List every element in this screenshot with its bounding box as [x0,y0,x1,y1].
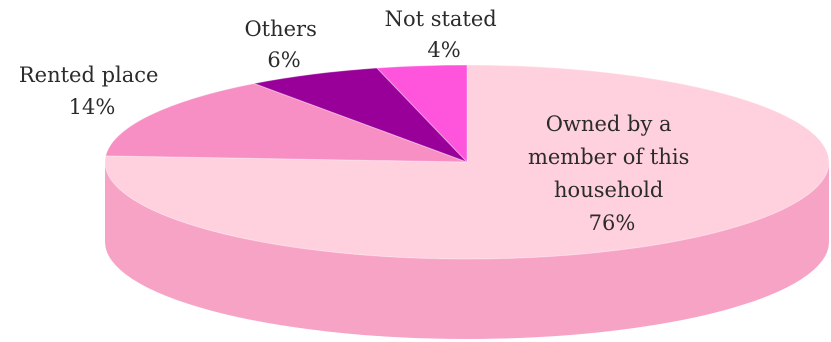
label-rented-value: 14% [69,95,116,119]
label-owned-line3: household [554,178,663,202]
label-others-value: 6% [267,48,300,72]
pie-slice-2 [252,67,468,163]
label-not-stated: Not stated 4% [385,7,504,62]
pie-slice-0 [104,64,830,260]
label-others: Others 6% [244,17,323,72]
label-owned: Owned by a member of this household 76% [528,112,696,235]
label-others-line1: Others [244,17,316,41]
pie-slice-1 [105,83,468,163]
label-owned-line1: Owned by a [546,112,672,136]
label-not-stated-value: 4% [427,38,460,62]
pie-side-0 [105,162,829,339]
label-rented: Rented place 14% [19,63,165,119]
pie-slice-3 [375,64,468,164]
label-not-stated-line1: Not stated [385,7,497,31]
label-owned-line2: member of this [528,145,689,169]
label-owned-value: 76% [589,211,636,235]
label-rented-line1: Rented place [19,63,159,87]
